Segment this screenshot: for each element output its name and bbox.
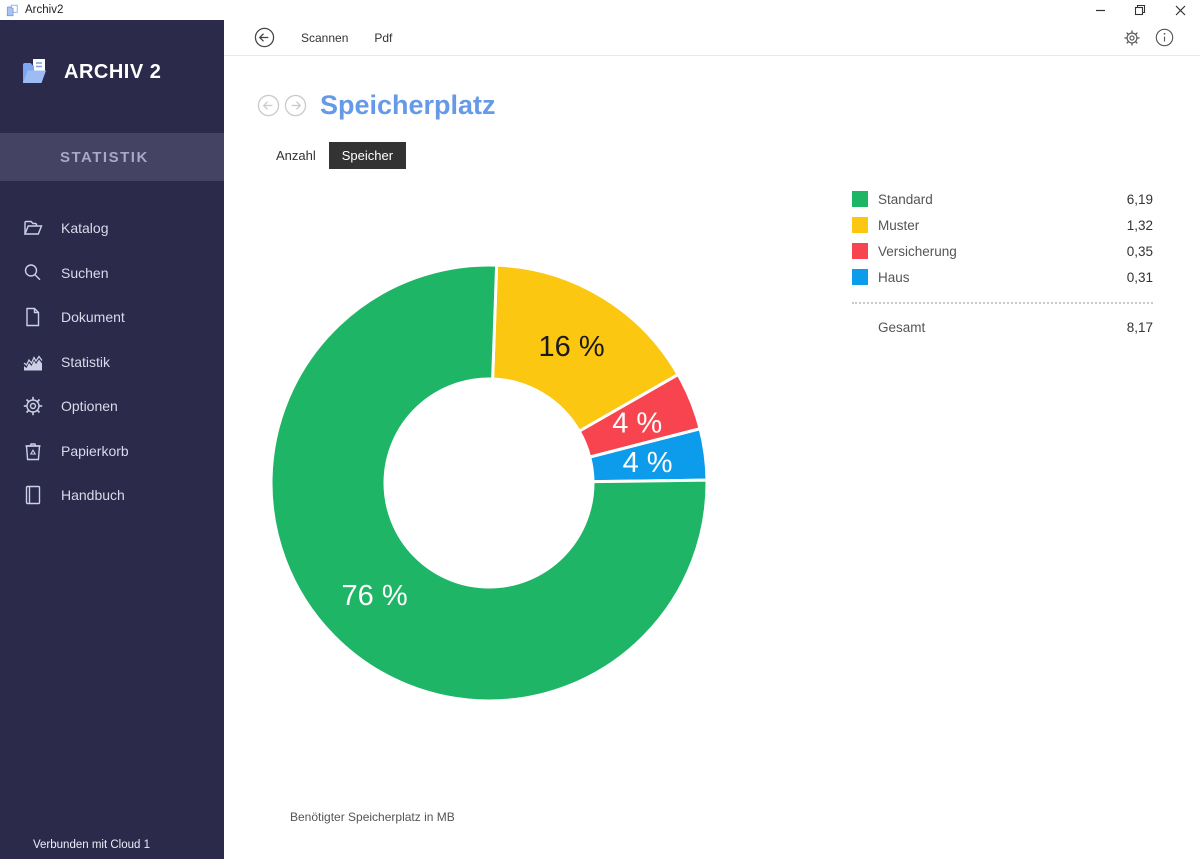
app-window-icon	[6, 4, 19, 17]
legend-swatch	[852, 243, 868, 259]
app-name: ARCHIV 2	[64, 60, 162, 83]
close-icon	[1175, 5, 1185, 15]
close-button[interactable]	[1160, 0, 1200, 20]
pie-slice-muster	[491, 263, 681, 434]
legend-row-versicherung: Versicherung 0,35	[852, 238, 1153, 264]
sidebar-item-label: Katalog	[61, 220, 109, 237]
toolbar: Scannen Pdf	[224, 20, 1200, 56]
tab-anzahl[interactable]: Anzahl	[276, 148, 316, 163]
gear-icon	[23, 397, 43, 416]
info-button[interactable]	[1155, 28, 1174, 47]
trash-recycle-icon	[25, 443, 41, 460]
toolbar-back-button[interactable]	[254, 27, 275, 48]
legend-total-row: Gesamt 8,17	[852, 314, 1153, 340]
pie-slice-standard	[269, 263, 709, 703]
sidebar-item-label: Dokument	[61, 309, 125, 326]
legend-value: 0,31	[1126, 269, 1153, 285]
total-value: 8,17	[1126, 319, 1153, 335]
window-controls	[1080, 0, 1200, 20]
chart-icon	[23, 355, 43, 371]
settings-button[interactable]	[1123, 29, 1141, 47]
folder-icon	[23, 221, 43, 235]
sidebar-item-optionen[interactable]: Optionen	[0, 384, 224, 429]
app-logo: ARCHIV 2	[20, 56, 161, 88]
search-icon	[24, 264, 41, 281]
legend-swatch	[852, 191, 868, 207]
restore-button[interactable]	[1120, 0, 1160, 20]
page-head: Speicherplatz	[257, 90, 496, 121]
chart-mode-tabs: Anzahl Speicher	[263, 142, 407, 169]
back-arrow-icon	[254, 27, 275, 48]
legend-label: Haus	[878, 269, 910, 285]
connection-status: Verbunden mit Cloud 1	[33, 839, 150, 851]
pie-slice-label: 76 %	[342, 580, 408, 612]
document-icon	[26, 308, 40, 327]
sidebar-item-handbuch[interactable]: Handbuch	[0, 473, 224, 518]
minimize-icon	[1095, 9, 1105, 11]
info-icon	[1155, 28, 1174, 47]
sidebar: ARCHIV 2 STATISTIK Katalog Suchen Dokume…	[0, 20, 224, 859]
main-content: Speicherplatz Anzahl Speicher 16 % 4 % 4 %…	[224, 56, 1200, 859]
history-back-button[interactable]	[257, 94, 280, 117]
folder-logo-icon	[23, 59, 46, 83]
legend-value: 0,35	[1126, 243, 1153, 259]
legend-row-haus: Haus 0,31	[852, 264, 1153, 290]
restore-icon	[1134, 4, 1146, 16]
toolbar-item-scannen[interactable]: Scannen	[301, 30, 349, 45]
window-titlebar: Archiv2	[0, 0, 1200, 20]
sidebar-section-label: STATISTIK	[60, 148, 149, 166]
sidebar-item-label: Papierkorb	[61, 442, 129, 459]
tab-speicher[interactable]: Speicher	[328, 142, 407, 169]
sidebar-item-label: Statistik	[61, 353, 111, 370]
pie-slice-label: 4 %	[612, 408, 662, 440]
donut-chart: 16 % 4 % 4 % 76 %	[259, 253, 719, 713]
history-forward-button[interactable]	[284, 94, 307, 117]
window-title: Archiv2	[25, 4, 64, 16]
legend-value: 1,32	[1126, 217, 1153, 233]
sidebar-section-statistik: STATISTIK	[0, 133, 224, 181]
sidebar-item-statistik[interactable]: Statistik	[0, 340, 224, 385]
toolbar-item-pdf[interactable]: Pdf	[374, 30, 393, 45]
toolbar-right-icons	[1123, 28, 1174, 47]
sidebar-item-suchen[interactable]: Suchen	[0, 251, 224, 296]
chart-caption: Benötigter Speicherplatz in MB	[290, 810, 455, 824]
gear-icon	[1124, 29, 1140, 46]
legend-row-standard: Standard 6,19	[852, 186, 1153, 212]
legend-rows: Standard 6,19 Muster 1,32 Versicherung 0,35 Ha…	[852, 186, 1153, 290]
sidebar-item-katalog[interactable]: Katalog	[0, 206, 224, 251]
minimize-button[interactable]	[1080, 0, 1120, 20]
donut-chart-svg: 16 % 4 % 4 % 76 %	[269, 263, 709, 703]
legend-value: 6,19	[1126, 191, 1153, 207]
sidebar-item-papierkorb[interactable]: Papierkorb	[0, 429, 224, 474]
chart-legend: Standard 6,19 Muster 1,32 Versicherung 0,35 Ha…	[852, 186, 1153, 340]
book-icon	[25, 486, 41, 505]
legend-swatch	[852, 217, 868, 233]
sidebar-nav: Katalog Suchen Dokument Statistik	[0, 206, 224, 518]
legend-row-muster: Muster 1,32	[852, 212, 1153, 238]
legend-label: Muster	[878, 217, 920, 233]
legend-label: Versicherung	[878, 243, 957, 259]
total-label: Gesamt	[878, 319, 926, 335]
page-title: Speicherplatz	[320, 90, 496, 120]
legend-label: Standard	[878, 191, 933, 207]
legend-divider	[852, 302, 1153, 304]
pie-slice-label: 16 %	[539, 331, 605, 363]
pie-slice-label: 4 %	[623, 447, 673, 479]
sidebar-item-dokument[interactable]: Dokument	[0, 295, 224, 340]
legend-swatch	[852, 269, 868, 285]
sidebar-item-label: Suchen	[61, 264, 109, 281]
sidebar-item-label: Handbuch	[61, 487, 125, 504]
sidebar-item-label: Optionen	[61, 398, 118, 415]
